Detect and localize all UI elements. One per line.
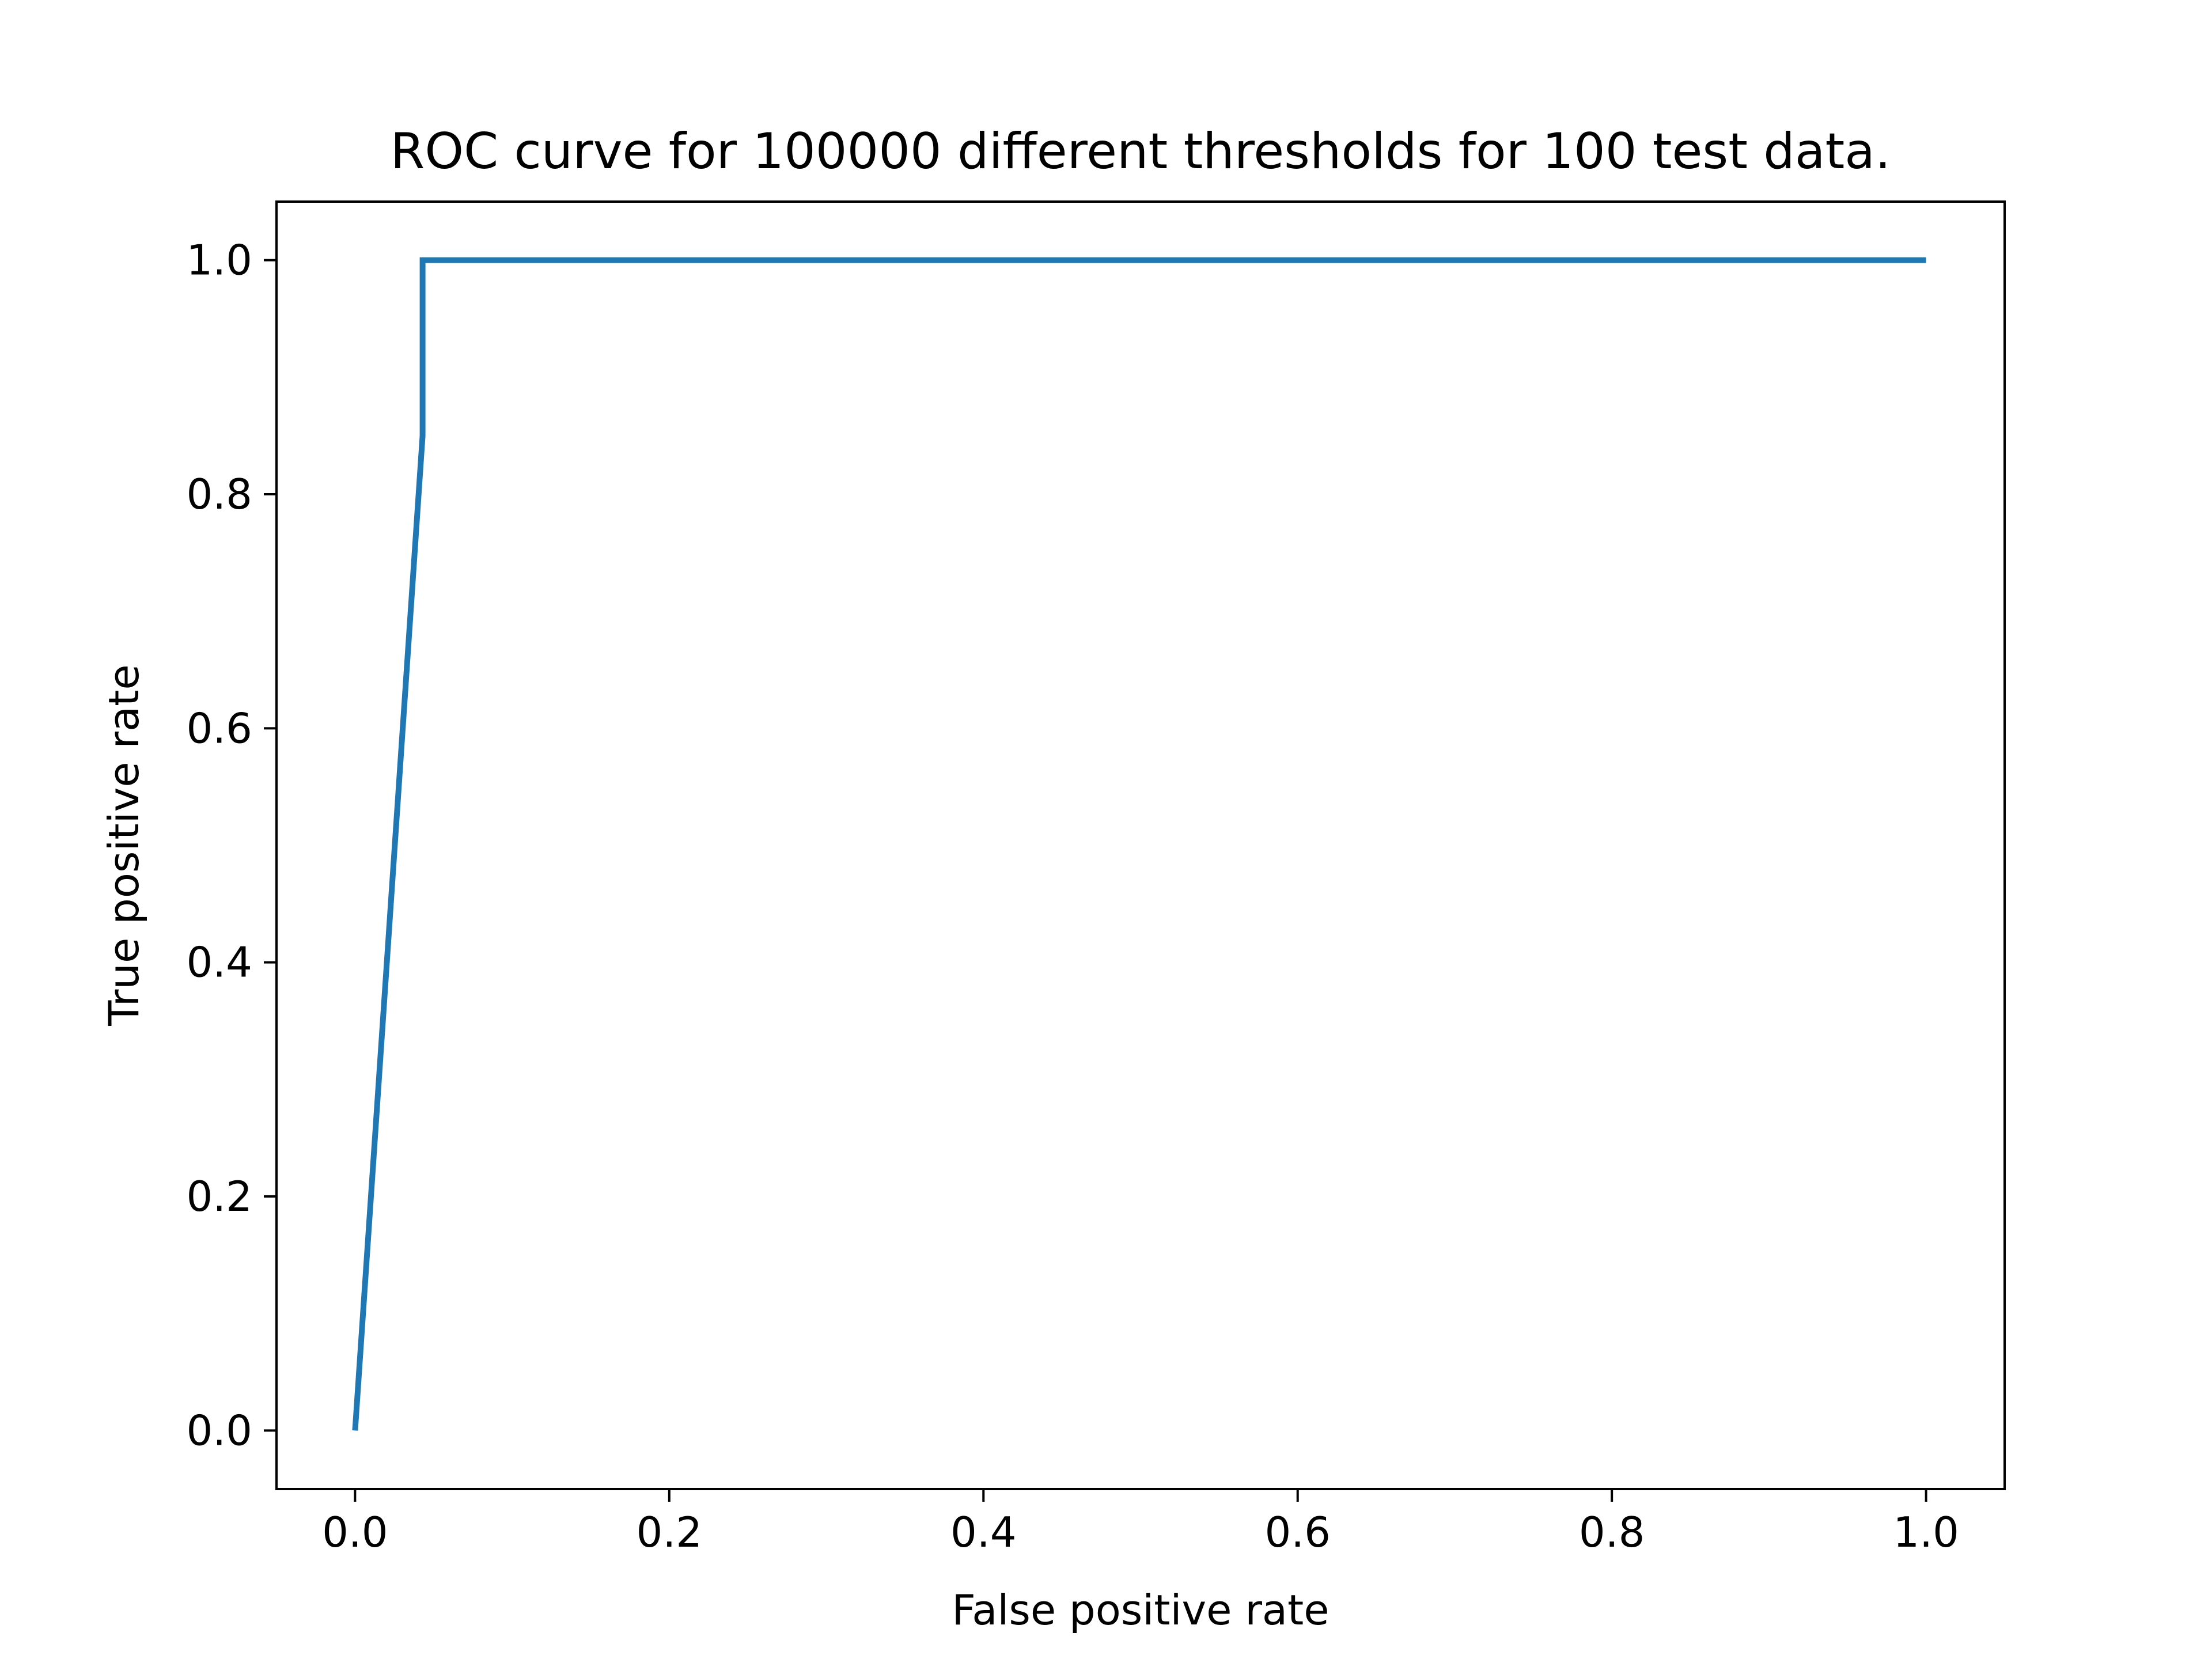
x-tick-label: 0.2 [637,1508,703,1556]
series-layer [352,257,1926,1431]
y-tick-label: 0.4 [186,938,252,987]
x-axis-label: False positive rate [952,1586,1329,1634]
ticks-layer: 0.0 0.2 0.4 0.6 0.8 1.0 0.0 0.2 0.4 0.6 0.8 1.0 [186,236,1959,1556]
plot-area-frame [275,200,2006,1490]
x-tick-label: 0.0 [322,1508,388,1556]
y-tick-label: 0.2 [186,1172,252,1221]
y-tick-label: 1.0 [186,236,252,285]
x-tick-label: 0.6 [1264,1508,1331,1556]
y-tick-label: 0.8 [186,470,252,518]
x-tick-label: 1.0 [1893,1508,1959,1556]
chart-title: ROC curve for 100000 different threshold… [391,123,1891,180]
roc-curve-line [352,257,1926,1431]
y-tick-label: 0.0 [186,1406,252,1455]
y-tick-label: 0.6 [186,704,252,752]
y-axis-label: True positive rate [100,664,148,1026]
x-tick-label: 0.4 [950,1508,1017,1556]
x-tick-label: 0.8 [1579,1508,1645,1556]
